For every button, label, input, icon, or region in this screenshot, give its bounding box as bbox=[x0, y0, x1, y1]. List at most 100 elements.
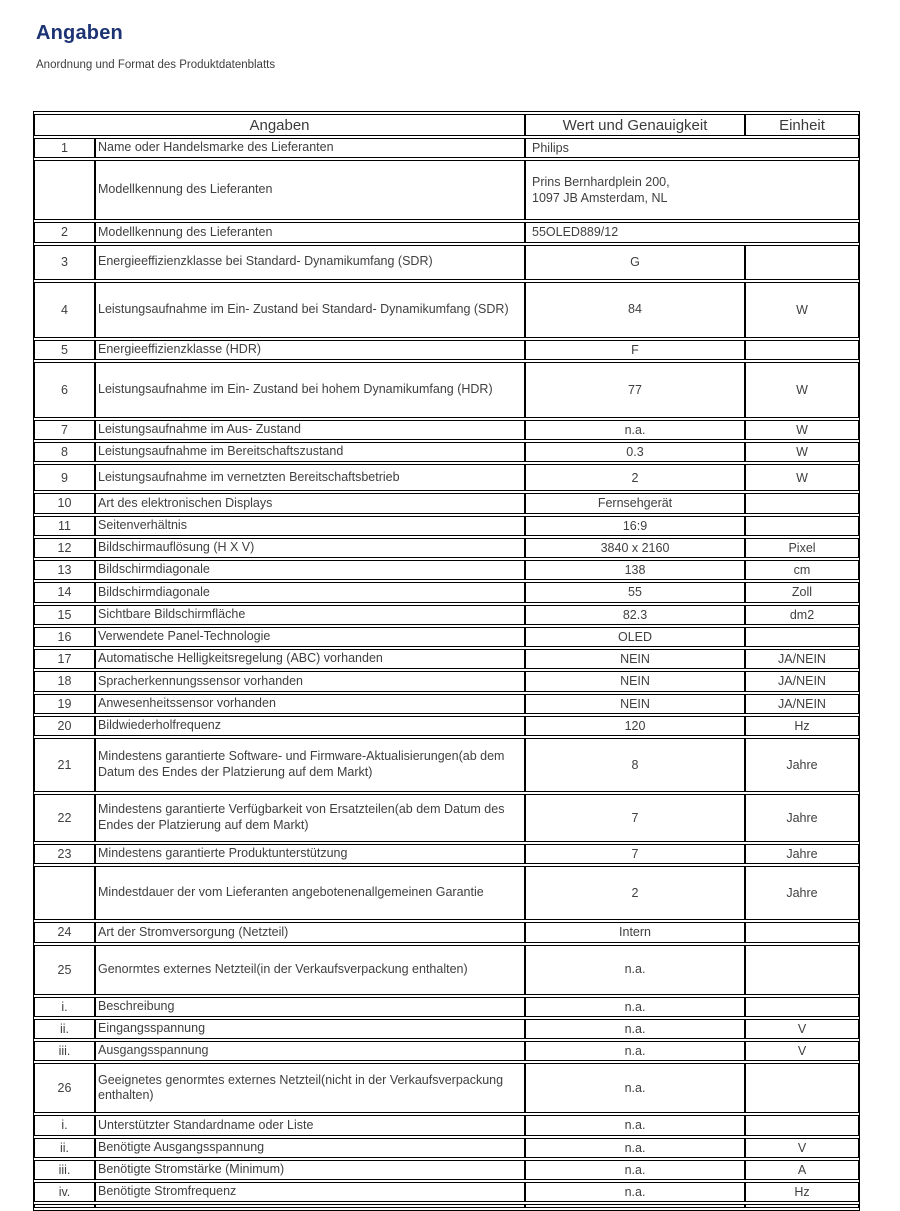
table-body: 1 Name oder Handelsmarke des Lieferanten P… bbox=[34, 138, 859, 1209]
table-row: 17 Automatische Helligkeitsregelung (ABC)… bbox=[34, 649, 859, 670]
table-row: 12 Bildschirmauflösung (H X V) 3840 x 2160… bbox=[34, 537, 859, 558]
row-label-cell: Benötigte Stromfrequenz bbox=[95, 1182, 525, 1203]
row-unit-cell: dm2 bbox=[745, 604, 859, 625]
row-label-cell: Automatische Helligkeitsregelung (ABC) v… bbox=[95, 649, 525, 670]
row-unit-cell: W bbox=[745, 419, 859, 440]
row-value-cell: 3840 x 2160 bbox=[525, 537, 745, 558]
row-number-cell: iii. bbox=[34, 1159, 95, 1180]
row-unit-cell: JA/NEIN bbox=[745, 693, 859, 714]
row-value-cell: n.a. bbox=[525, 1018, 745, 1039]
row-label-cell: Name oder Handelsmarke des Lieferanten bbox=[95, 138, 525, 159]
row-value-cell: NEIN bbox=[525, 693, 745, 714]
row-value-cell: 7 bbox=[525, 794, 745, 842]
row-unit-cell: JA/NEIN bbox=[745, 671, 859, 692]
table-row: 13 Bildschirmdiagonale 138 cm bbox=[34, 560, 859, 581]
table-row: 1 Name oder Handelsmarke des Lieferanten P… bbox=[34, 138, 859, 159]
column-header-angaben: Angaben bbox=[34, 114, 525, 136]
row-unit-cell bbox=[745, 339, 859, 360]
row-number-cell: 19 bbox=[34, 693, 95, 714]
row-unit-cell: A bbox=[745, 1159, 859, 1180]
row-number-cell: 5 bbox=[34, 339, 95, 360]
table-row: ii. Eingangsspannung n.a. V bbox=[34, 1018, 859, 1039]
table-row: 11 Seitenverhältnis 16:9 bbox=[34, 515, 859, 536]
table-row: iv. Benötigte Stromfrequenz n.a. Hz bbox=[34, 1182, 859, 1203]
row-number-cell: 7 bbox=[34, 419, 95, 440]
row-unit-cell: Jahre bbox=[745, 866, 859, 921]
row-number-cell: 25 bbox=[34, 944, 95, 995]
row-number-cell: 20 bbox=[34, 715, 95, 736]
row-number-cell: iii. bbox=[34, 1041, 95, 1062]
row-label-cell: Genormtes externes Netzteil(in der Verka… bbox=[95, 944, 525, 995]
row-value-cell: 77 bbox=[525, 361, 745, 418]
row-value-cell: 82.3 bbox=[525, 604, 745, 625]
table-row: 10 Art des elektronischen Displays Fernseh… bbox=[34, 493, 859, 514]
row-label-cell: Bildschirmdiagonale bbox=[95, 582, 525, 603]
row-label-cell: Bildschirmdiagonale bbox=[95, 560, 525, 581]
row-number-cell: 8 bbox=[34, 442, 95, 463]
row-value-cell: Intern bbox=[525, 922, 745, 943]
table-row: iii. Benötigte Stromstärke (Minimum) n.a. A bbox=[34, 1159, 859, 1180]
table-row: Mindestdauer der vom Lieferanten angebot… bbox=[34, 866, 859, 921]
row-unit-cell: W bbox=[745, 361, 859, 418]
row-number-cell: 17 bbox=[34, 649, 95, 670]
row-unit-cell: Hz bbox=[745, 715, 859, 736]
table-row: 25 Genormtes externes Netzteil(in der Ver… bbox=[34, 944, 859, 995]
row-number-cell: 9 bbox=[34, 464, 95, 492]
row-value-cell: NEIN bbox=[525, 671, 745, 692]
row-label-cell: Leistungsaufnahme im Ein- Zustand bei ho… bbox=[95, 361, 525, 418]
row-label-cell: Beschreibung bbox=[95, 996, 525, 1017]
table-row: 24 Art der Stromversorgung (Netzteil) Inte… bbox=[34, 922, 859, 943]
row-label-cell: Bildschirmauflösung (H X V) bbox=[95, 537, 525, 558]
table-row: 7 Leistungsaufnahme im Aus- Zustand n.a. W bbox=[34, 419, 859, 440]
row-number-cell: 12 bbox=[34, 537, 95, 558]
row-value-cell bbox=[525, 1204, 745, 1209]
row-unit-cell bbox=[745, 244, 859, 280]
row-number-cell: 23 bbox=[34, 844, 95, 865]
row-number-cell: i. bbox=[34, 1115, 95, 1136]
row-value-cell: 16:9 bbox=[525, 515, 745, 536]
row-unit-cell bbox=[745, 996, 859, 1017]
row-number-cell: 4 bbox=[34, 281, 95, 338]
row-value-cell: 120 bbox=[525, 715, 745, 736]
row-value-cell: 55OLED889/12 bbox=[525, 222, 859, 243]
row-value-cell: n.a. bbox=[525, 1159, 745, 1180]
row-unit-cell bbox=[745, 1115, 859, 1136]
table-row: iii. Ausgangsspannung n.a. V bbox=[34, 1041, 859, 1062]
row-label-cell: Ausgangsspannung bbox=[95, 1041, 525, 1062]
table-row: 9 Leistungsaufnahme im vernetzten Bereits… bbox=[34, 464, 859, 492]
page-subtitle: Anordnung und Format des Produktdatenbla… bbox=[36, 59, 276, 71]
row-label-cell: Geeignetes genormtes externes Netzteil(n… bbox=[95, 1063, 525, 1114]
row-unit-cell: V bbox=[745, 1018, 859, 1039]
row-number-cell: 6 bbox=[34, 361, 95, 418]
row-value-cell: NEIN bbox=[525, 649, 745, 670]
row-label-cell: Bildwiederholfrequenz bbox=[95, 715, 525, 736]
table-row: 2 Modellkennung des Lieferanten 55OLED889/… bbox=[34, 222, 859, 243]
row-number-cell bbox=[34, 160, 95, 221]
table-row: 23 Mindestens garantierte Produktunterstü… bbox=[34, 844, 859, 865]
row-value-cell: Prins Bernhardplein 200, 1097 JB Amsterd… bbox=[525, 160, 859, 221]
row-number-cell: 3 bbox=[34, 244, 95, 280]
row-value-cell: 8 bbox=[525, 738, 745, 792]
row-value-cell: F bbox=[525, 339, 745, 360]
table-row: 20 Bildwiederholfrequenz 120 Hz bbox=[34, 715, 859, 736]
row-unit-cell: V bbox=[745, 1137, 859, 1158]
column-header-wert-und-genauigkeit: Wert und Genauigkeit bbox=[525, 114, 745, 136]
row-label-cell: Energieeffizienzklasse bei Standard- Dyn… bbox=[95, 244, 525, 280]
row-unit-cell: Jahre bbox=[745, 738, 859, 792]
table-row: 6 Leistungsaufnahme im Ein- Zustand bei h… bbox=[34, 361, 859, 418]
row-number-cell: 2 bbox=[34, 222, 95, 243]
row-label-cell: Modellkennung des Lieferanten bbox=[95, 222, 525, 243]
table-row: i. Unterstützter Standardname oder Liste n… bbox=[34, 1115, 859, 1136]
row-value-cell: Philips bbox=[525, 138, 859, 159]
row-value-cell: n.a. bbox=[525, 1182, 745, 1203]
row-number-cell: 24 bbox=[34, 922, 95, 943]
row-value-cell: 0.3 bbox=[525, 442, 745, 463]
row-label-cell: Anwesenheitssensor vorhanden bbox=[95, 693, 525, 714]
table-row: 19 Anwesenheitssensor vorhanden NEIN JA/NEI… bbox=[34, 693, 859, 714]
row-unit-cell: W bbox=[745, 442, 859, 463]
table-row: 4 Leistungsaufnahme im Ein- Zustand bei S… bbox=[34, 281, 859, 338]
row-unit-cell bbox=[745, 1204, 859, 1209]
table-row: Modellkennung des Lieferanten Prins Bernh… bbox=[34, 160, 859, 221]
table-row: 18 Spracherkennungssensor vorhanden NEIN JA… bbox=[34, 671, 859, 692]
